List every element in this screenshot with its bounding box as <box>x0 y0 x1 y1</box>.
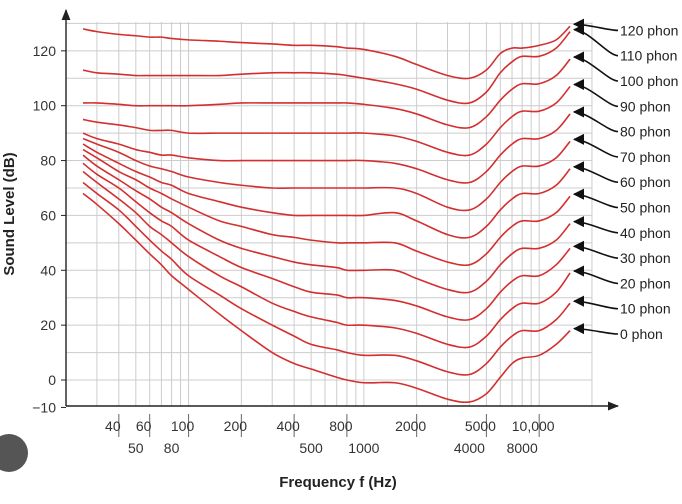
leader-arrow <box>572 24 619 57</box>
x-tick-label: 80 <box>164 440 180 456</box>
phon-curve <box>82 162 571 321</box>
phon-curve <box>82 148 571 267</box>
leader-arrow <box>572 78 619 108</box>
phon-label: 0 phon <box>620 326 663 342</box>
leader-arrow <box>572 216 619 234</box>
axes <box>61 8 620 437</box>
x-tick-label: 60 <box>136 418 152 434</box>
y-tick-label: −10 <box>32 399 56 415</box>
phon-curve <box>83 58 571 129</box>
x-tick-label: 40 <box>105 418 121 434</box>
phon-label: 40 phon <box>620 225 671 241</box>
x-tick-label: 400 <box>276 418 300 434</box>
phon-curve <box>82 181 571 376</box>
phon-label: 90 phon <box>620 98 671 114</box>
phon-curve <box>82 85 571 157</box>
phon-label: 110 phon <box>620 48 677 64</box>
phon-label: 70 phon <box>620 149 671 165</box>
phon-curve <box>82 154 571 294</box>
x-tick-label: 2000 <box>395 418 426 434</box>
phon-curve <box>82 25 571 80</box>
phon-labels: 0 phon 10 phon 20 phon 30 phon 40 phon 50 pho… <box>572 18 678 342</box>
x-axis-title: Frequency f (Hz) <box>279 474 397 491</box>
leader-arrow <box>572 161 619 183</box>
phon-curve <box>82 192 571 404</box>
leader-arrow <box>572 295 619 310</box>
x-tick-label: 500 <box>299 440 323 456</box>
phon-curves <box>82 25 571 404</box>
phon-label: 50 phon <box>620 200 671 216</box>
y-tick-label: 80 <box>40 153 56 169</box>
leader-arrow <box>572 51 619 82</box>
x-tick-label: 10,000 <box>512 418 555 434</box>
x-tick-label: 1000 <box>348 440 379 456</box>
phon-label: 80 phon <box>620 124 671 140</box>
phon-curve <box>82 31 571 105</box>
leader-arrow <box>572 240 619 259</box>
leader-arrow <box>572 188 619 209</box>
y-axis-title: Sound Level (dB) <box>1 152 18 275</box>
x-tick-label: 4000 <box>454 440 485 456</box>
leader-arrow <box>572 18 619 32</box>
y-tick-label: 0 <box>48 372 56 388</box>
x-tick-label: 8000 <box>507 440 538 456</box>
phon-curve <box>82 143 571 239</box>
phon-label: 10 phon <box>620 301 671 317</box>
phon-label: 20 phon <box>620 275 671 291</box>
y-tick-label: 120 <box>33 43 57 59</box>
y-tick-label: 60 <box>40 207 56 223</box>
leader-arrow <box>572 323 619 335</box>
phon-label: 30 phon <box>620 250 671 266</box>
x-tick-label: 50 <box>128 440 144 456</box>
phon-curve <box>82 137 571 212</box>
leader-arrow <box>572 265 619 285</box>
leader-arrow <box>572 133 619 158</box>
phon-curve <box>82 170 571 349</box>
phon-curve <box>82 113 571 184</box>
grid <box>65 22 593 406</box>
x-tick-label: 5000 <box>465 418 496 434</box>
x-tick-label: 800 <box>329 418 353 434</box>
y-tick-label: 20 <box>40 317 56 333</box>
phon-label: 60 phon <box>620 174 671 190</box>
phon-label: 100 phon <box>620 73 678 89</box>
x-tick-label: 200 <box>224 418 248 434</box>
leader-arrow <box>572 106 619 133</box>
y-tick-label: 100 <box>33 98 57 114</box>
y-tick-label: 40 <box>40 262 56 278</box>
phon-label: 120 phon <box>620 22 678 38</box>
x-tick-label: 100 <box>171 418 195 434</box>
